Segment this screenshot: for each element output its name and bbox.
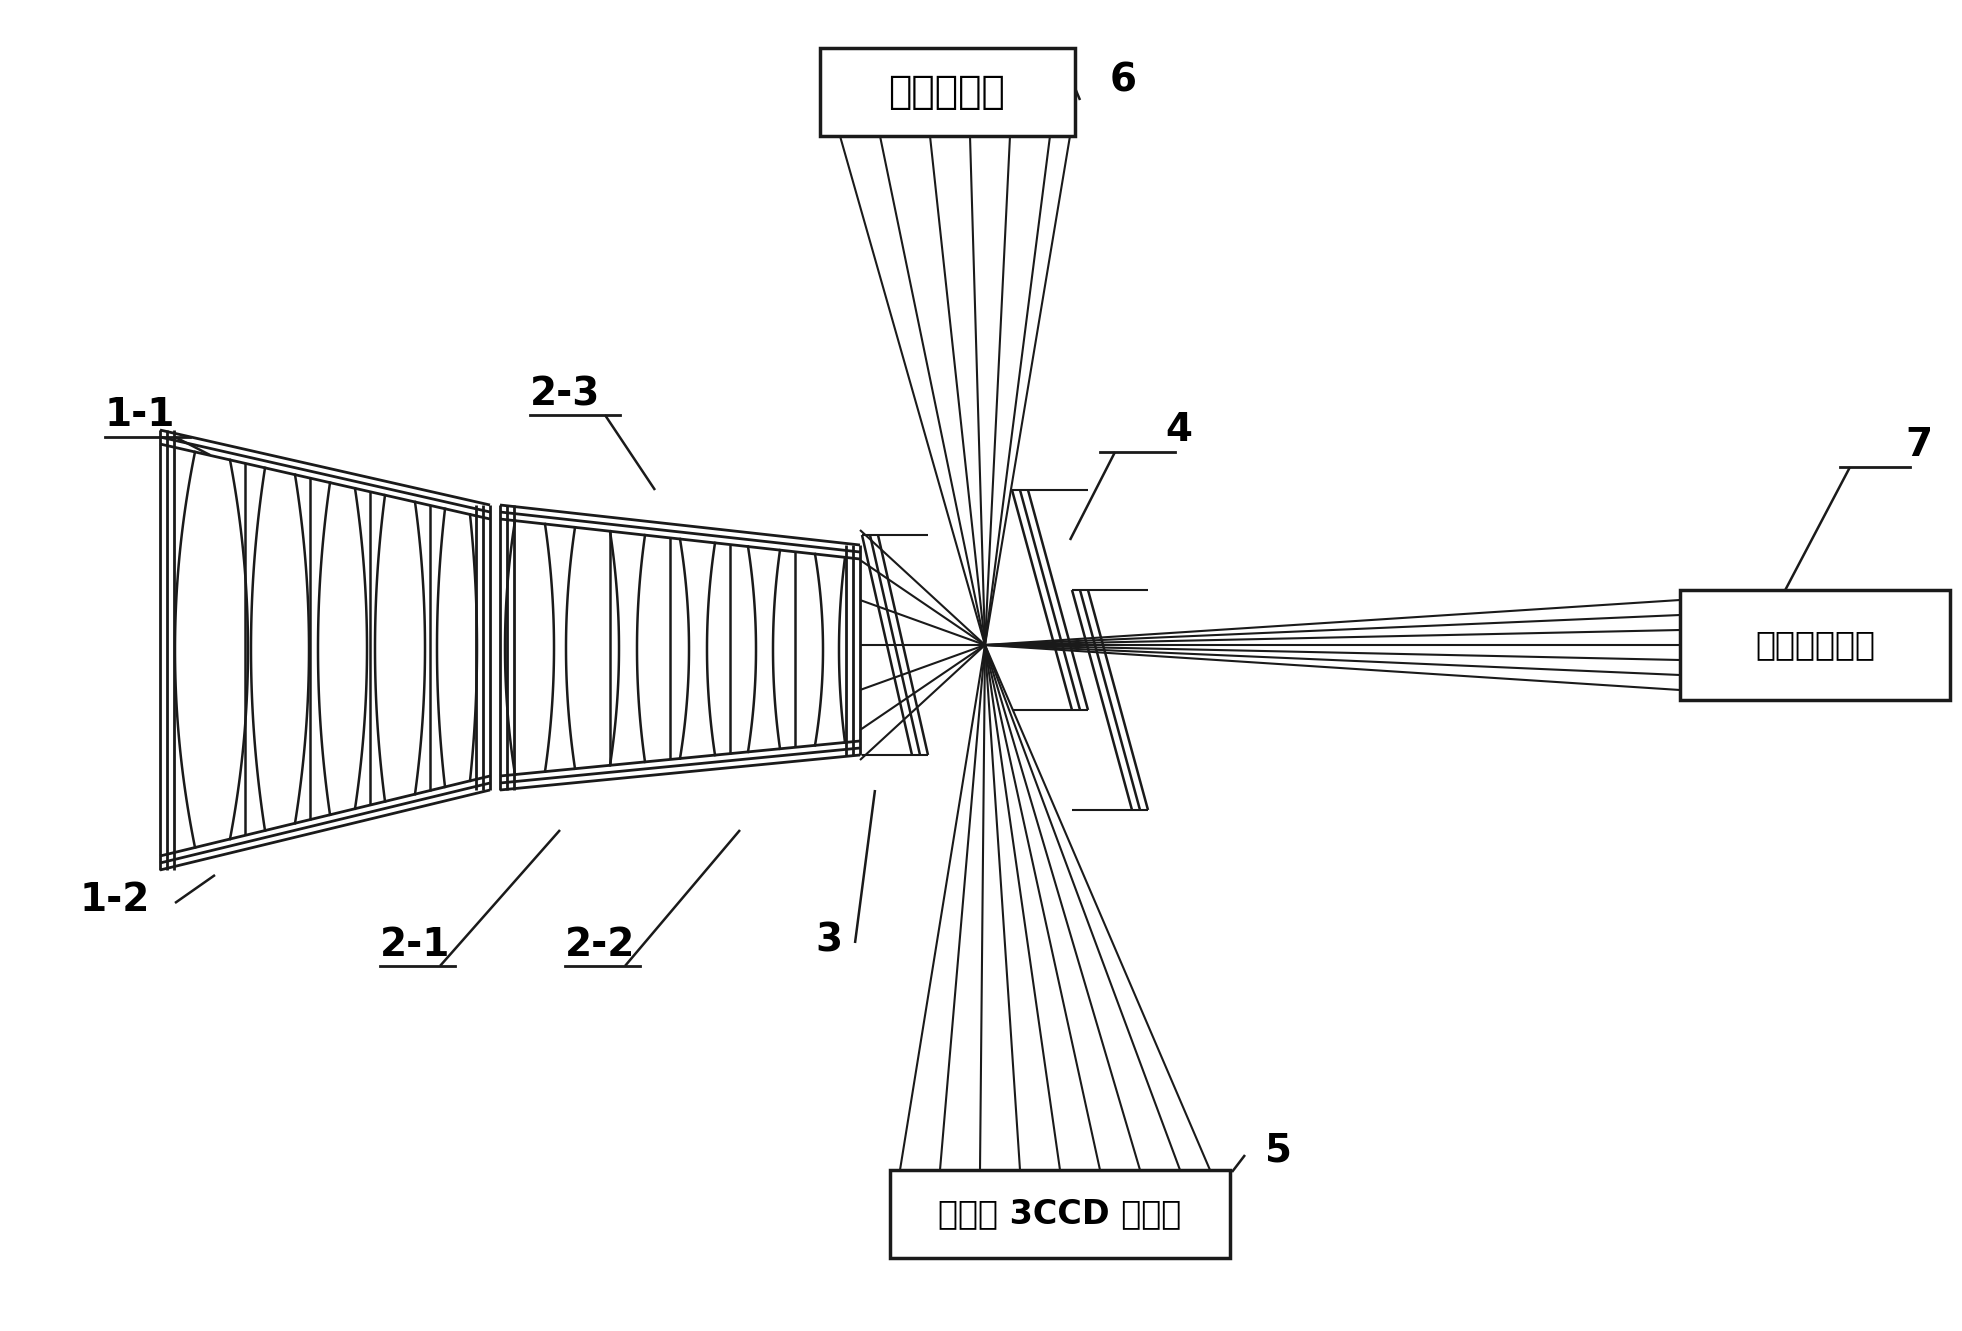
Text: 2-3: 2-3	[530, 375, 600, 414]
Text: 可见光 3CCD 探测器: 可见光 3CCD 探测器	[938, 1198, 1181, 1230]
Bar	[820, 48, 1075, 136]
Text: 2-2: 2-2	[565, 926, 636, 964]
Text: 近红外探测器: 近红外探测器	[1754, 628, 1876, 662]
Bar	[891, 1170, 1230, 1258]
Text: 紫外探测器: 紫外探测器	[889, 73, 1005, 110]
Text: 7: 7	[1905, 426, 1933, 465]
Bar	[1679, 590, 1950, 700]
Text: 5: 5	[1265, 1131, 1293, 1169]
Text: 3: 3	[814, 921, 842, 960]
Text: 6: 6	[1110, 61, 1138, 98]
Text: 4: 4	[1165, 411, 1193, 449]
Text: 1-1: 1-1	[106, 397, 175, 434]
Text: 1-2: 1-2	[80, 881, 151, 918]
Text: 2-1: 2-1	[381, 926, 451, 964]
